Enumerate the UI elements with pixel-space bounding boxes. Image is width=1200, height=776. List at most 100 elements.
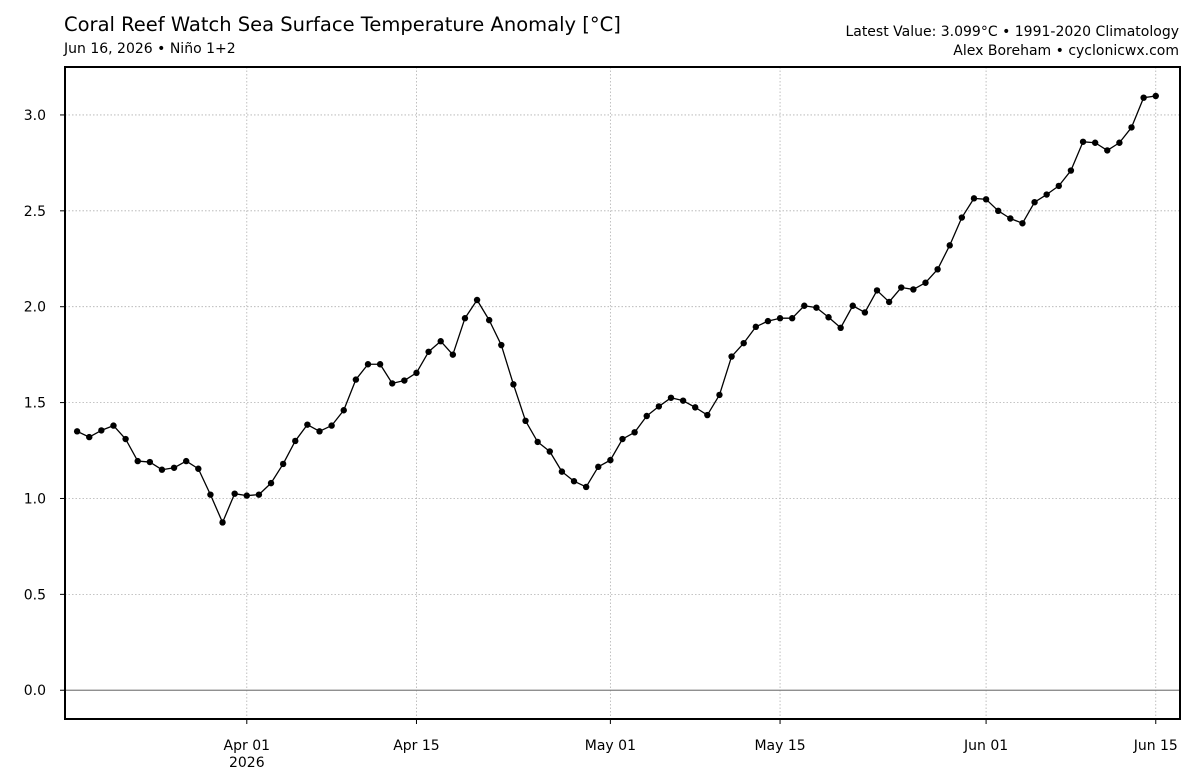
data-point	[995, 207, 1002, 215]
data-point	[655, 403, 663, 410]
series-line	[76, 95, 1156, 524]
grid-layer	[65, 67, 1180, 719]
data-point	[86, 433, 93, 441]
data-point	[728, 353, 735, 360]
data-point	[437, 338, 444, 345]
data-point	[134, 457, 141, 465]
data-point	[910, 286, 917, 293]
data-point	[1140, 94, 1147, 101]
data-point	[207, 491, 214, 498]
x-tick-label: Apr 15	[393, 738, 439, 754]
data-point	[704, 411, 711, 419]
data-point	[667, 394, 675, 401]
data-point	[837, 324, 844, 331]
data-point	[813, 304, 820, 311]
plot-frame	[64, 66, 1181, 720]
x-tick-label: Apr 01	[224, 738, 270, 754]
data-point	[546, 448, 553, 455]
data-point	[776, 315, 784, 322]
series-layer	[73, 92, 1159, 526]
data-point	[292, 437, 299, 445]
data-point	[231, 490, 238, 497]
data-point	[461, 315, 469, 322]
data-point	[1019, 220, 1026, 227]
data-point	[740, 339, 747, 347]
data-point	[255, 491, 263, 498]
data-point	[643, 412, 650, 420]
data-point	[267, 479, 275, 487]
data-point	[219, 519, 226, 526]
data-point	[425, 348, 432, 355]
y-tick-label: 2.0	[24, 300, 46, 316]
chart-title: Coral Reef Watch Sea Surface Temperature…	[64, 13, 621, 36]
data-point	[328, 422, 335, 429]
data-point	[279, 460, 287, 468]
data-point	[1104, 147, 1111, 154]
data-point	[885, 298, 893, 306]
data-point	[534, 438, 541, 446]
data-point	[73, 428, 81, 435]
data-point	[1043, 191, 1050, 198]
data-point	[1079, 138, 1087, 145]
data-point	[304, 421, 311, 428]
y-tick-label: 2.5	[24, 204, 46, 220]
y-tick-label: 1.0	[24, 491, 46, 507]
x-tick-label: May 15	[754, 738, 805, 754]
x-tick-sublabel: 2026	[229, 755, 265, 771]
data-point	[1116, 139, 1123, 146]
data-point	[195, 465, 202, 472]
data-point	[364, 361, 372, 368]
data-point	[510, 381, 517, 388]
y-tick-label: 1.5	[24, 396, 46, 412]
data-point	[801, 302, 808, 309]
x-tick-label: Jun 01	[963, 738, 1008, 754]
data-point	[898, 284, 905, 291]
data-point	[352, 376, 360, 383]
data-point	[1152, 92, 1159, 100]
data-point	[498, 341, 505, 349]
data-point	[1128, 124, 1135, 131]
data-point	[485, 316, 493, 324]
data-point	[98, 427, 105, 434]
data-point	[873, 287, 881, 294]
data-point	[1055, 182, 1063, 190]
data-point	[788, 315, 796, 322]
data-point	[958, 214, 966, 221]
data-point	[389, 380, 396, 387]
data-point	[1091, 139, 1099, 146]
data-point	[376, 361, 384, 368]
credit-label: Alex Boreham • cyclonicwx.com	[953, 43, 1179, 59]
data-point	[631, 429, 638, 436]
data-point	[401, 377, 408, 384]
data-point	[922, 279, 929, 286]
data-point	[595, 463, 602, 471]
data-point	[170, 464, 178, 471]
data-point	[861, 309, 869, 316]
latest-value-label: Latest Value: 3.099°C • 1991-2020 Climat…	[845, 24, 1179, 40]
chart-subtitle: Jun 16, 2026 • Niño 1+2	[64, 41, 236, 57]
data-point	[825, 314, 832, 321]
data-point	[1031, 198, 1038, 206]
frame-layer	[64, 66, 1181, 720]
data-point	[692, 404, 699, 411]
data-point	[413, 369, 420, 377]
data-point	[679, 397, 687, 404]
y-tick-label: 0.0	[24, 683, 46, 699]
data-point	[183, 457, 190, 465]
data-point	[1007, 215, 1014, 222]
data-point	[449, 351, 457, 358]
data-point	[934, 266, 941, 273]
x-tick-label: Jun 15	[1133, 738, 1178, 754]
data-point	[582, 483, 590, 491]
data-point	[764, 317, 772, 325]
data-point	[122, 435, 129, 443]
y-tick-label: 3.0	[24, 108, 46, 124]
data-point	[340, 407, 347, 414]
chart-info: Latest Value: 3.099°C • 1991-2020 Climat…	[845, 23, 1179, 61]
data-point	[243, 492, 250, 499]
data-point	[558, 468, 566, 475]
data-point	[982, 196, 990, 203]
data-point	[570, 478, 578, 485]
